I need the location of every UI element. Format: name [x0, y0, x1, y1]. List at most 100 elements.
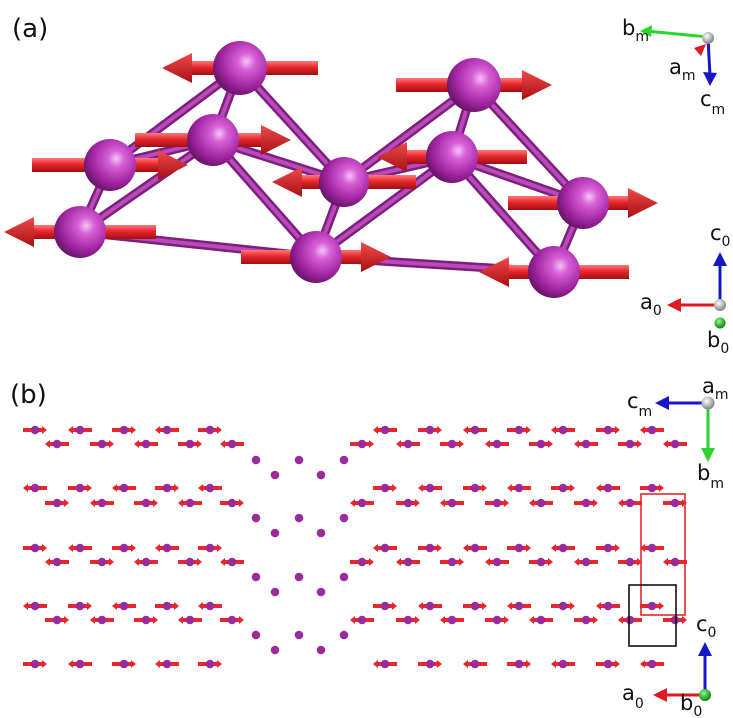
magnetic-atom: [251, 630, 261, 640]
spin-arrow-left: [23, 601, 47, 611]
axis-label-b0-b: b: [680, 691, 693, 715]
spin-arrow-right: [373, 483, 397, 493]
spin-arrow-right: [418, 543, 442, 553]
svg-text:c0: c0: [696, 612, 716, 641]
spin-arrow-right: [45, 615, 69, 625]
magnetic-atom: [251, 513, 261, 523]
panel-b-label: (b): [10, 380, 47, 410]
spin-arrow-left: [178, 498, 202, 508]
magnetic-atom: [528, 246, 580, 298]
spin-arrow-right: [529, 439, 553, 449]
magnetic-atom: [339, 513, 349, 523]
spin-arrow-right: [551, 601, 575, 611]
spin-arrow-left: [220, 557, 244, 567]
spin-arrow-right: [198, 425, 222, 435]
crystal-unit-cell: [628, 584, 677, 647]
magnetic-atom: [316, 587, 326, 597]
spin-arrow-right: [618, 557, 642, 567]
spin-arrow-right: [551, 483, 575, 493]
spin-arrow-left: [198, 601, 222, 611]
spin-arrow-left: [529, 498, 553, 508]
spin-arrow-left: [596, 483, 620, 493]
spin-arrow-right: [198, 543, 222, 553]
axis-label-bm: b: [622, 16, 635, 40]
spin-arrow-left: [396, 439, 420, 449]
magnetic-unit-cell: [640, 493, 686, 616]
spin-arrow-left: [574, 557, 598, 567]
magnetic-atom: [84, 139, 136, 191]
spin-arrow-left: [485, 439, 509, 449]
magnetic-atom: [251, 572, 261, 582]
spin-arrow-left: [618, 498, 642, 508]
axis-label-bm-b: b: [697, 461, 710, 485]
spin-arrow-right: [396, 498, 420, 508]
spin-arrow-right: [485, 615, 509, 625]
spin-arrow-left: [373, 659, 397, 669]
spin-arrow-right: [463, 601, 487, 611]
panel-b-structure: [23, 425, 687, 669]
svg-text:b0: b0: [707, 328, 729, 357]
spin-arrow-right: [618, 439, 642, 449]
magnetic-atom: [316, 470, 326, 480]
panel-a-structure: [4, 41, 658, 298]
spin-arrow-right: [23, 425, 47, 435]
spin-arrow-right: [23, 659, 47, 669]
spin-arrow-right: [134, 615, 158, 625]
spin-arrow-right: [507, 659, 531, 669]
svg-text:bm: bm: [697, 461, 724, 492]
spin-arrow-left: [68, 659, 92, 669]
spin-arrow-right: [507, 543, 531, 553]
svg-text:b0: b0: [680, 691, 702, 718]
spin-arrow-left: [45, 439, 69, 449]
spin-arrow-left: [418, 483, 442, 493]
spin-arrow-right: [574, 615, 598, 625]
spin-arrow-left: [463, 543, 487, 553]
spin-arrow-left: [418, 601, 442, 611]
magnetic-atom: [290, 231, 342, 283]
spin-arrow-right: [68, 483, 92, 493]
magnetic-atom: [270, 645, 280, 655]
spin-arrow-left: [663, 557, 687, 567]
spin-arrow-right: [68, 601, 92, 611]
spin-arrow-right: [155, 483, 179, 493]
spin-arrow-left: [596, 601, 620, 611]
axis-label-c0-b: c: [696, 612, 708, 636]
svg-text:a0: a0: [622, 681, 644, 712]
spin-arrow-right: [418, 659, 442, 669]
spin-arrow-right: [220, 498, 244, 508]
spin-arrow-left: [155, 659, 179, 669]
spin-arrow-right: [178, 439, 202, 449]
axis-triad-a-magnetic: bm am cm: [622, 16, 725, 118]
svg-text:bm: bm: [622, 16, 649, 45]
spin-arrow-left: [68, 425, 92, 435]
magnetic-atom: [270, 587, 280, 597]
magnetic-atom: [251, 455, 261, 465]
spin-arrow-right: [440, 557, 464, 567]
spin-arrow-left: [551, 543, 575, 553]
axis-triad-b-crystal: c0 a0 b0: [622, 612, 716, 718]
spin-arrow-left: [463, 425, 487, 435]
spin-arrow-left: [90, 498, 114, 508]
spin-arrow-left: [507, 601, 531, 611]
magnetic-atom: [319, 157, 369, 207]
spin-arrow-right: [596, 659, 620, 669]
spin-arrow-right: [663, 498, 687, 508]
spin-arrow-left: [485, 557, 509, 567]
spin-arrow-right: [220, 615, 244, 625]
spin-arrow-right: [112, 425, 136, 435]
spin-arrow-left: [23, 483, 47, 493]
spin-arrow-right: [23, 543, 47, 553]
spin-arrow-left: [396, 557, 420, 567]
magnetic-atom: [294, 455, 304, 465]
axis-label-cm-b: c: [627, 389, 639, 413]
axis-label-cm: c: [700, 87, 712, 111]
spin-arrow-left: [507, 483, 531, 493]
svg-text:a0: a0: [640, 290, 662, 319]
spin-arrow-right: [596, 543, 620, 553]
spin-arrow-left: [551, 425, 575, 435]
magnetic-atom: [213, 41, 267, 95]
spin-arrow-right: [596, 425, 620, 435]
spin-arrow-right: [198, 659, 222, 669]
spin-arrow-left: [640, 543, 664, 553]
